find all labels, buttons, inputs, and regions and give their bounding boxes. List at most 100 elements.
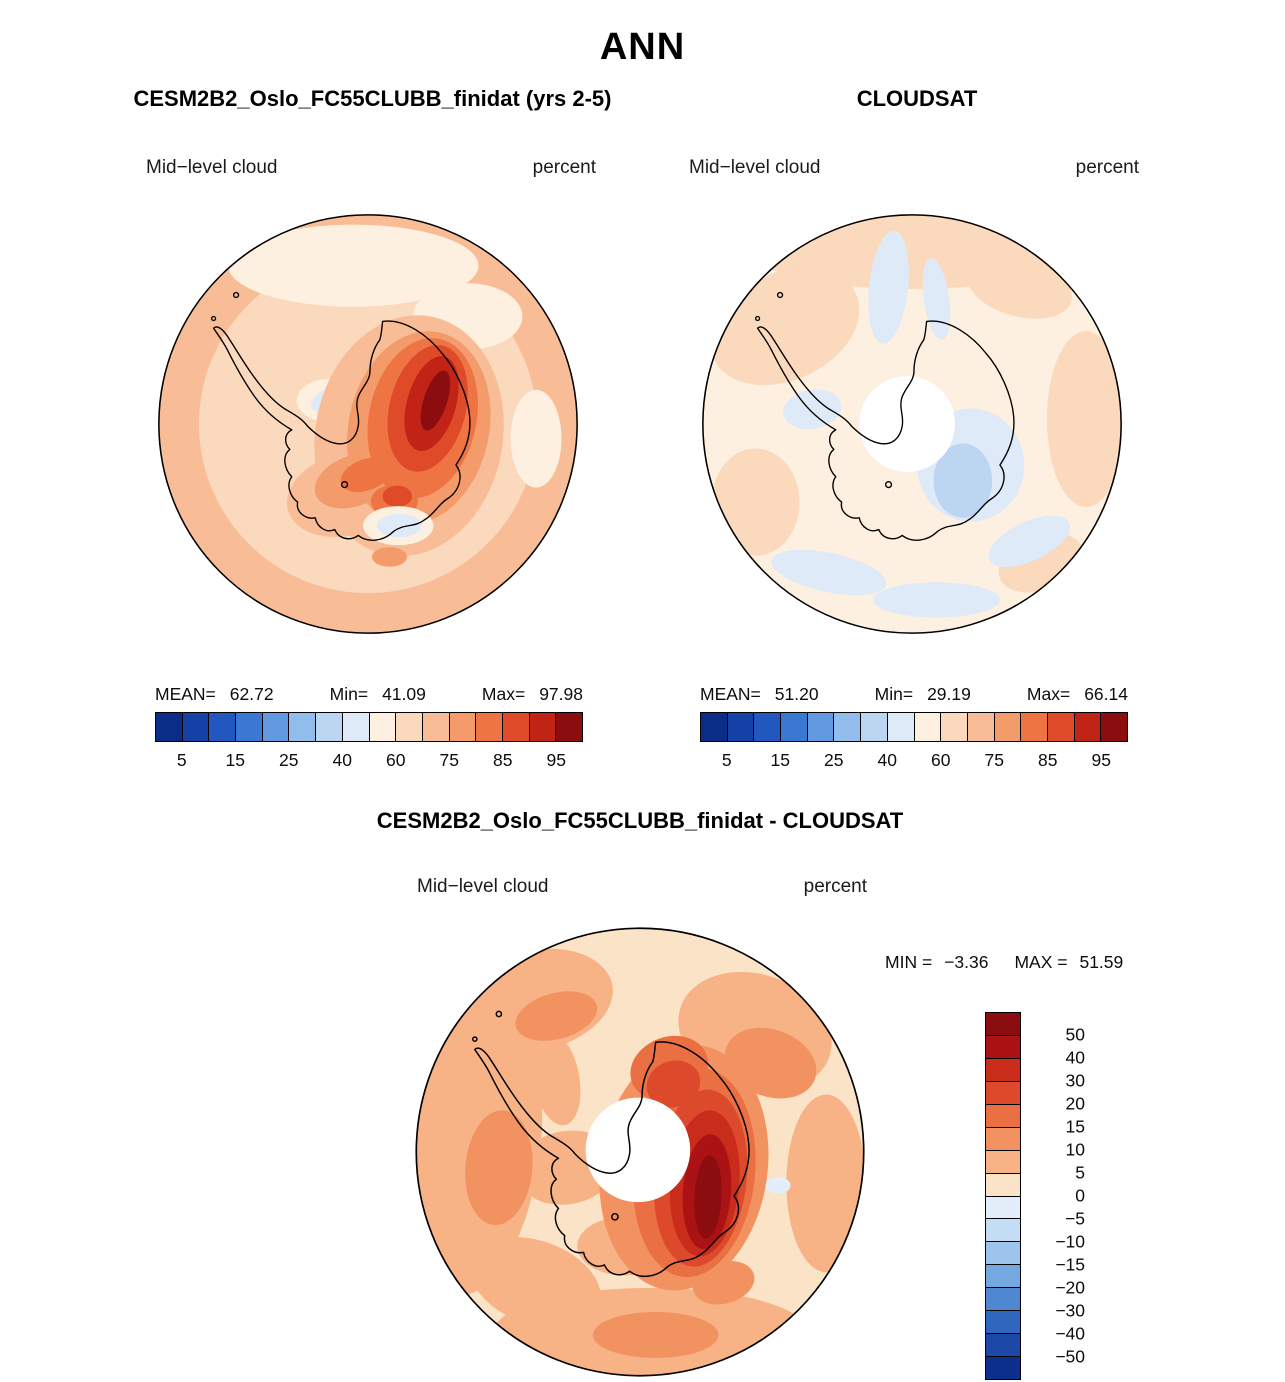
obs-mean-value: 51.20 [774,684,819,704]
diff-max-core [694,1155,722,1239]
colorbar-segment [528,712,557,742]
colorbar-segment [966,712,995,742]
obs-map [702,214,1122,634]
obs-field-row: Mid−level cloud percent [689,157,1139,179]
colorbar-tick-label: 75 [984,750,1004,770]
colorbar-segment [1020,712,1048,742]
obs-max-label: Max= [1026,684,1071,704]
colorbar-segment [985,1333,1021,1358]
colorbar-segment [886,712,915,742]
colorbar-segment [341,712,370,742]
colorbar-segment [753,712,782,742]
colorbar-segment [985,1287,1021,1312]
colorbar-tick-label: 85 [493,750,513,770]
model-panel-title: CESM2B2_Oslo_FC55CLUBB_finidat (yrs 2-5) [133,86,612,111]
diff-max-value: 51.59 [1079,952,1124,972]
colorbar-tick-label: 5 [176,750,187,770]
model-colorbar-block: 5 15 25 40 60 75 85 95 [155,712,583,772]
colorbar-segment [555,712,583,742]
diff-max-label: MAX = [1014,952,1068,972]
colorbar-segment [208,712,237,742]
model-min-label: Min= [329,684,369,704]
obs-panel-title: CLOUDSAT [856,86,978,111]
obs-colorbar [700,712,1128,742]
obs-min-value: 29.19 [927,684,971,704]
colorbar-tick-label: 85 [1038,750,1058,770]
colorbar-tick-label: 95 [1091,750,1111,770]
colorbar-segment [1100,712,1128,742]
colorbar-tick-label: −30 [1055,1300,1085,1321]
colorbar-segment [700,712,728,742]
colorbar-tick-label: 5 [1075,1162,1085,1183]
colorbar-segment [860,712,888,742]
diff-map-border [415,927,865,1377]
diff-colorbar-block: 50 40 30 20 15 10 5 0 −5 −10 −15 −20 −30 −40 −50 [985,1012,1105,1380]
colorbar-segment [368,712,397,742]
colorbar-segment [985,1195,1021,1220]
model-max-core [420,370,451,431]
model-colorbar-ticks: 5 15 25 40 60 75 85 95 [155,742,583,772]
colorbar-tick-label: −10 [1055,1231,1085,1252]
model-cream-bands [228,224,562,488]
obs-units-label: percent [1075,157,1139,178]
colorbar-tick-label: 5 [721,750,732,770]
model-mean-value: 62.72 [229,684,274,704]
colorbar-segment [985,1057,1021,1082]
antarctica-coastline [210,291,471,541]
colorbar-tick-label: 40 [877,750,897,770]
colorbar-segment [395,712,423,742]
model-map-contours [158,214,578,634]
diff-missing-data-disc [585,1097,691,1203]
colorbar-segment [913,712,942,742]
colorbar-tick-label: 95 [546,750,566,770]
colorbar-segment [985,1356,1021,1380]
colorbar-tick-label: 75 [439,750,459,770]
obs-mean-label: MEAN= [700,684,761,704]
colorbar-tick-label: 10 [1065,1139,1085,1160]
colorbar-tick-label: 40 [332,750,352,770]
colorbar-segment [780,712,808,742]
colorbar-segment [261,712,290,742]
diff-colorbar-ticks: 50 40 30 20 15 10 5 0 −5 −10 −15 −20 −30 −40 −50 [1029,1012,1085,1380]
obs-colorbar-block: 5 15 25 40 60 75 85 95 [700,712,1128,772]
colorbar-tick-label: 40 [1065,1047,1085,1068]
obs-min-pocket [933,443,993,518]
colorbar-segment [985,1241,1021,1266]
colorbar-segment [985,1310,1021,1335]
colorbar-segment [985,1218,1021,1243]
obs-map-contours [702,214,1122,634]
model-map [158,214,578,634]
colorbar-segment [985,1149,1021,1174]
colorbar-tick-label: 20 [1065,1093,1085,1114]
colorbar-segment [985,1103,1021,1128]
colorbar-tick-label: 30 [1065,1070,1085,1091]
model-high-cloud-cluster [287,315,504,567]
colorbar-tick-label: 15 [770,750,790,770]
obs-missing-data-disc [859,376,955,472]
colorbar-segment [155,712,183,742]
colorbar-tick-label: −5 [1065,1208,1085,1229]
colorbar-tick-label: −40 [1055,1323,1085,1344]
model-max-label: Max= [481,684,526,704]
colorbar-tick-label: −20 [1055,1277,1085,1298]
antarctica-coastline [471,1010,750,1278]
colorbar-tick-label: 60 [931,750,951,770]
diff-panel-title: CESM2B2_Oslo_FC55CLUBB_finidat - CLOUDSA… [376,808,904,833]
obs-map-border [702,214,1122,634]
colorbar-tick-label: −15 [1055,1254,1085,1275]
model-low-cloud-pocket-south [376,513,422,538]
diff-map-contours [416,928,864,1376]
model-field-label: Mid−level cloud [146,157,278,178]
colorbar-segment [833,712,862,742]
diff-map [415,927,865,1377]
colorbar-segment [448,712,477,742]
obs-field-label: Mid−level cloud [689,157,821,178]
colorbar-segment [288,712,317,742]
colorbar-segment [985,1034,1021,1059]
model-mean-label: MEAN= [155,684,216,704]
colorbar-tick-label: −50 [1055,1346,1085,1367]
model-max-value: 97.98 [539,684,583,704]
model-min-value: 41.09 [382,684,426,704]
colorbar-tick-label: 50 [1065,1024,1085,1045]
